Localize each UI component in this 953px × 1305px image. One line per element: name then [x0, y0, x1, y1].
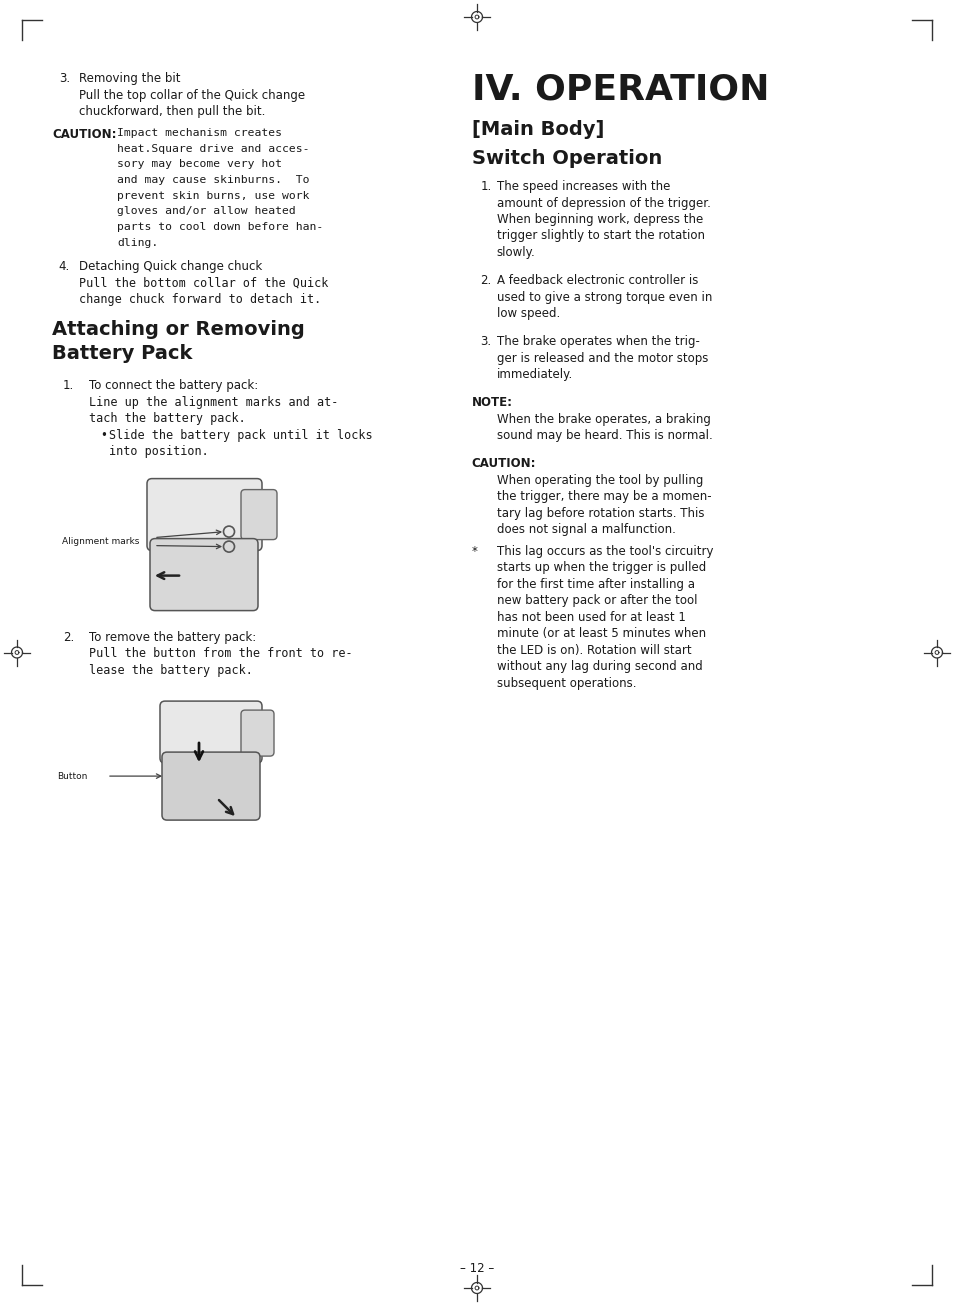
Text: To remove the battery pack:: To remove the battery pack: — [89, 630, 256, 643]
Text: When beginning work, depress the: When beginning work, depress the — [496, 213, 702, 226]
Text: Button: Button — [57, 771, 88, 780]
Text: Battery Pack: Battery Pack — [52, 345, 193, 363]
Text: [Main Body]: [Main Body] — [471, 120, 603, 140]
Text: parts to cool down before han-: parts to cool down before han- — [117, 222, 323, 232]
Text: starts up when the trigger is pulled: starts up when the trigger is pulled — [496, 561, 705, 574]
Text: Line up the alignment marks and at-: Line up the alignment marks and at- — [89, 395, 338, 408]
Text: Detaching Quick change chuck: Detaching Quick change chuck — [79, 260, 262, 273]
Text: and may cause skinburns.  To: and may cause skinburns. To — [117, 175, 309, 185]
FancyBboxPatch shape — [162, 752, 260, 820]
Text: 4.: 4. — [59, 260, 70, 273]
FancyBboxPatch shape — [147, 479, 262, 551]
Text: *: * — [471, 544, 476, 557]
Text: prevent skin burns, use work: prevent skin burns, use work — [117, 191, 309, 201]
Text: Pull the top collar of the Quick change: Pull the top collar of the Quick change — [79, 89, 305, 102]
Text: immediately.: immediately. — [496, 368, 572, 381]
Text: – 12 –: – 12 – — [459, 1262, 494, 1275]
Text: ger is released and the motor stops: ger is released and the motor stops — [496, 351, 707, 364]
Text: does not signal a malfunction.: does not signal a malfunction. — [496, 523, 675, 536]
Text: •: • — [100, 428, 107, 441]
Text: CAUTION:: CAUTION: — [52, 128, 116, 141]
Text: Pull the bottom collar of the Quick: Pull the bottom collar of the Quick — [79, 277, 328, 290]
Text: minute (or at least 5 minutes when: minute (or at least 5 minutes when — [496, 628, 705, 641]
Text: Removing the bit: Removing the bit — [79, 72, 180, 85]
Text: tary lag before rotation starts. This: tary lag before rotation starts. This — [496, 506, 703, 519]
FancyBboxPatch shape — [160, 701, 262, 763]
Text: When operating the tool by pulling: When operating the tool by pulling — [496, 474, 702, 487]
Text: slowly.: slowly. — [496, 247, 535, 258]
Text: Switch Operation: Switch Operation — [471, 149, 661, 168]
Text: NOTE:: NOTE: — [471, 397, 512, 410]
Text: trigger slightly to start the rotation: trigger slightly to start the rotation — [496, 230, 704, 243]
Text: the LED is on). Rotation will start: the LED is on). Rotation will start — [496, 643, 691, 656]
FancyBboxPatch shape — [241, 710, 274, 756]
FancyBboxPatch shape — [241, 489, 276, 539]
Text: lease the battery pack.: lease the battery pack. — [89, 664, 253, 676]
Text: Pull the button from the front to re-: Pull the button from the front to re- — [89, 647, 353, 660]
Text: 3.: 3. — [480, 335, 491, 348]
Text: When the brake operates, a braking: When the brake operates, a braking — [496, 412, 710, 425]
Text: sound may be heard. This is normal.: sound may be heard. This is normal. — [496, 429, 712, 442]
Text: CAUTION:: CAUTION: — [471, 457, 536, 470]
Text: change chuck forward to detach it.: change chuck forward to detach it. — [79, 294, 321, 307]
Text: IV. OPERATION: IV. OPERATION — [471, 72, 768, 106]
Text: The brake operates when the trig-: The brake operates when the trig- — [496, 335, 699, 348]
Text: has not been used for at least 1: has not been used for at least 1 — [496, 611, 684, 624]
Text: To connect the battery pack:: To connect the battery pack: — [89, 378, 258, 392]
Text: sory may become very hot: sory may become very hot — [117, 159, 282, 170]
Text: gloves and/or allow heated: gloves and/or allow heated — [117, 206, 295, 217]
Text: tach the battery pack.: tach the battery pack. — [89, 412, 246, 425]
Text: This lag occurs as the tool's circuitry: This lag occurs as the tool's circuitry — [496, 544, 712, 557]
Text: dling.: dling. — [117, 238, 158, 248]
Text: chuckforward, then pull the bit.: chuckforward, then pull the bit. — [79, 104, 265, 117]
Text: 2.: 2. — [63, 630, 74, 643]
Text: 3.: 3. — [59, 72, 70, 85]
Text: 1.: 1. — [63, 378, 74, 392]
Text: used to give a strong torque even in: used to give a strong torque even in — [496, 291, 711, 304]
Text: for the first time after installing a: for the first time after installing a — [496, 578, 694, 591]
Text: subsequent operations.: subsequent operations. — [496, 677, 636, 689]
Text: without any lag during second and: without any lag during second and — [496, 660, 701, 673]
Text: into position.: into position. — [109, 445, 209, 458]
Text: 2.: 2. — [479, 274, 491, 287]
Text: low speed.: low speed. — [496, 307, 559, 320]
Text: 1.: 1. — [479, 180, 491, 193]
FancyBboxPatch shape — [150, 539, 257, 611]
Text: Impact mechanism creates: Impact mechanism creates — [117, 128, 282, 138]
Text: new battery pack or after the tool: new battery pack or after the tool — [496, 594, 697, 607]
Text: heat.Square drive and acces-: heat.Square drive and acces- — [117, 144, 309, 154]
Text: Slide the battery pack until it locks: Slide the battery pack until it locks — [109, 428, 373, 441]
Text: amount of depression of the trigger.: amount of depression of the trigger. — [496, 197, 710, 210]
Text: Alignment marks: Alignment marks — [62, 538, 139, 545]
Text: A feedback electronic controller is: A feedback electronic controller is — [496, 274, 698, 287]
Text: The speed increases with the: The speed increases with the — [496, 180, 669, 193]
Text: Attaching or Removing: Attaching or Removing — [52, 320, 304, 338]
Text: the trigger, there may be a momen-: the trigger, there may be a momen- — [496, 491, 710, 504]
